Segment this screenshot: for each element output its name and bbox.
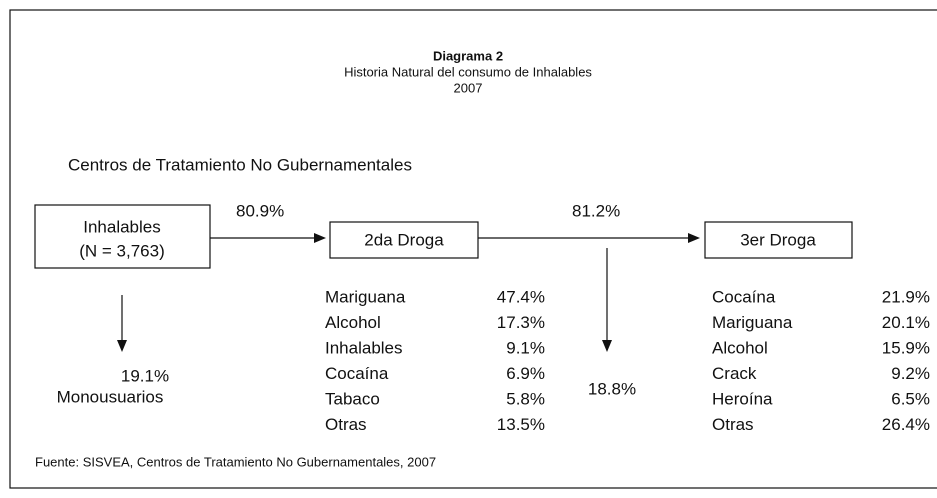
list-item-name: Alcohol — [325, 313, 381, 332]
list-item-value: 13.5% — [497, 415, 545, 434]
list-item-value: 47.4% — [497, 287, 545, 306]
year: 2007 — [454, 80, 483, 95]
edge-label: 81.2% — [572, 201, 620, 220]
arrowhead — [314, 233, 326, 243]
list-item-name: Alcohol — [712, 338, 768, 357]
exit-label: Monousuarios — [57, 387, 164, 406]
node-label: 2da Droga — [364, 230, 444, 249]
list-item-name: Tabaco — [325, 389, 380, 408]
list-item-name: Inhalables — [325, 338, 403, 357]
exit-value: 18.8% — [588, 379, 636, 398]
list-item-name: Mariguana — [712, 313, 793, 332]
list-item-value: 20.1% — [882, 313, 930, 332]
edge-label: 80.9% — [236, 201, 284, 220]
list-item-name: Otras — [325, 415, 367, 434]
list-item-value: 26.4% — [882, 415, 930, 434]
list-item-name: Crack — [712, 364, 757, 383]
frame — [9, 9, 937, 489]
arrowhead — [688, 233, 700, 243]
node-box — [329, 221, 479, 259]
list-item-value: 17.3% — [497, 313, 545, 332]
list-item-name: Mariguana — [325, 287, 406, 306]
list-item-value: 6.9% — [506, 364, 545, 383]
node-box — [34, 204, 211, 269]
node-box — [704, 221, 853, 259]
footer: Fuente: SISVEA, Centros de Tratamiento N… — [35, 454, 436, 469]
list-item-name: Cocaína — [325, 364, 389, 383]
list-item-value: 9.2% — [891, 364, 930, 383]
subtitle: Historia Natural del consumo de Inhalabl… — [344, 64, 592, 79]
arrowhead — [117, 340, 127, 352]
list-item-name: Heroína — [712, 389, 773, 408]
list-item-value: 6.5% — [891, 389, 930, 408]
node-label: (N = 3,763) — [79, 241, 165, 260]
list-item-name: Cocaína — [712, 287, 776, 306]
list-item-value: 9.1% — [506, 338, 545, 357]
list-item-name: Otras — [712, 415, 754, 434]
list-item-value: 21.9% — [882, 287, 930, 306]
node-label: Inhalables — [83, 217, 161, 236]
arrowhead — [602, 340, 612, 352]
title: Diagrama 2 — [433, 48, 503, 63]
exit-value: 19.1% — [121, 366, 169, 385]
node-label: 3er Droga — [740, 230, 816, 249]
section-label: Centros de Tratamiento No Gubernamentale… — [68, 155, 412, 174]
list-item-value: 15.9% — [882, 338, 930, 357]
list-item-value: 5.8% — [506, 389, 545, 408]
